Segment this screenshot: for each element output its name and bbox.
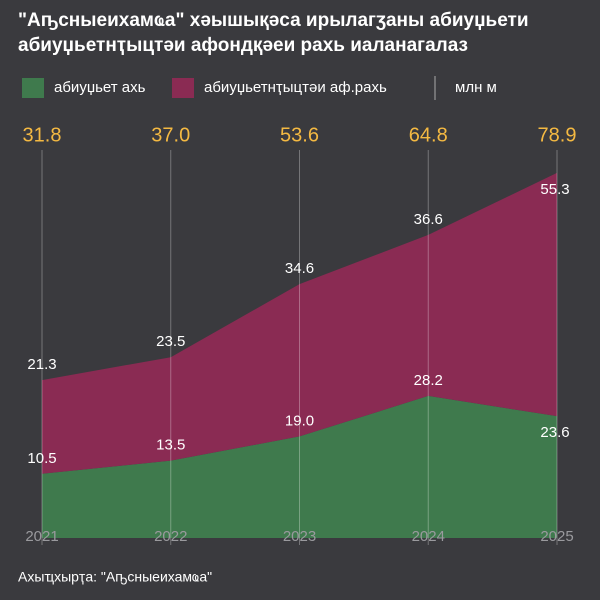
value-label: 19.0 — [285, 412, 314, 429]
value-label: 13.5 — [156, 437, 185, 454]
legend-label: абиуџьетнҭыцтәи аф.рахь — [204, 79, 387, 96]
total-label: 53.6 — [280, 124, 319, 146]
value-label: 21.3 — [27, 356, 56, 373]
total-label: 78.9 — [538, 124, 577, 146]
x-tick-label: 2021 — [25, 528, 58, 545]
value-label: 10.5 — [27, 450, 56, 467]
legend-swatch — [22, 78, 44, 98]
legend-swatch — [172, 78, 194, 98]
x-tick-label: 2022 — [154, 528, 187, 545]
title-box: "Аҧсныеихамҩа" хәышықәса ирылагӡаны абиу… — [18, 10, 529, 56]
source: Ахыҵхырҭа: "Аҧсныеихамҩа" — [18, 569, 212, 585]
legend-label: абиуџьет ахь — [54, 79, 146, 96]
value-label: 36.6 — [414, 211, 443, 228]
value-label: 55.3 — [540, 181, 569, 198]
x-tick-label: 2024 — [412, 528, 445, 545]
unit-label: млн м — [455, 79, 497, 96]
area — [42, 172, 557, 474]
value-label: 23.6 — [540, 424, 569, 441]
x-tick-label: 2025 — [540, 528, 573, 545]
value-label: 28.2 — [414, 372, 443, 389]
total-label: 37.0 — [151, 124, 190, 146]
x-tick-label: 2023 — [283, 528, 316, 545]
value-label: 23.5 — [156, 333, 185, 350]
total-label: 64.8 — [409, 124, 448, 146]
total-label: 31.8 — [23, 124, 62, 146]
value-label: 34.6 — [285, 260, 314, 277]
area — [42, 395, 557, 538]
chart-title: "Аҧсныеихамҩа" хәышықәса ирылагӡаны абиу… — [18, 10, 529, 56]
